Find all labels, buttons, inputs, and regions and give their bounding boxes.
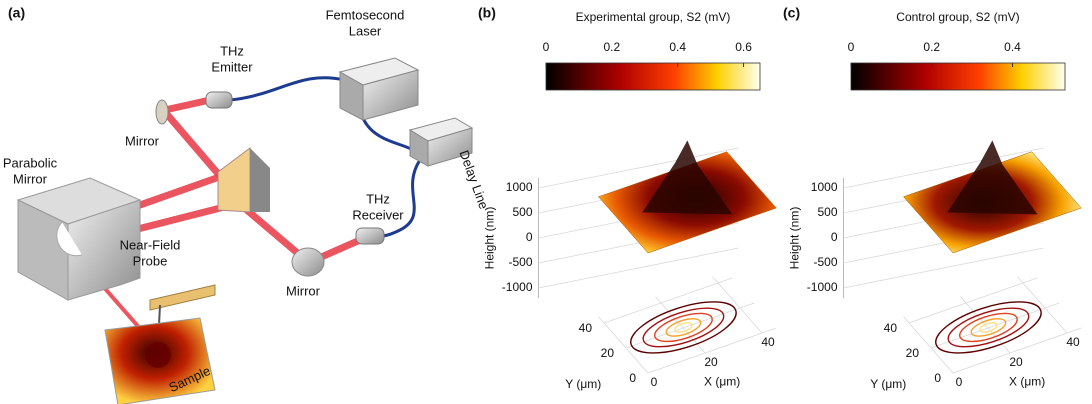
setup-diagram: (a) bbox=[3, 5, 492, 404]
panel-b: (b) Experimental group, S2 (mV) 0 0.2 0.4 0.6… bbox=[478, 5, 776, 391]
panel-label: (c) bbox=[783, 5, 800, 21]
x-tick-label: 0 bbox=[956, 375, 963, 389]
label: Laser bbox=[349, 23, 382, 38]
x-tick-label: 20 bbox=[1009, 355, 1023, 369]
colorbar-tick-label: 0.6 bbox=[735, 40, 752, 54]
figure: (a) bbox=[0, 0, 1092, 404]
label: Receiver bbox=[352, 207, 404, 222]
label: Probe bbox=[133, 253, 168, 268]
mirror bbox=[292, 248, 324, 276]
x-tick-label: 40 bbox=[761, 335, 775, 349]
grid-line bbox=[539, 248, 739, 288]
grid-line bbox=[604, 278, 732, 323]
label: Delay Line bbox=[456, 148, 491, 211]
y-tick-label: 40 bbox=[884, 321, 898, 335]
y-axis-label: Y (μm) bbox=[870, 377, 906, 391]
x-tick-label: 0 bbox=[651, 375, 658, 389]
fiber bbox=[230, 78, 345, 100]
beam-splitter bbox=[218, 148, 250, 212]
label: Mirror bbox=[125, 133, 160, 148]
colorbar-tick-label: 0 bbox=[543, 40, 550, 54]
label: THz bbox=[366, 191, 390, 206]
label: Near-Field bbox=[120, 237, 181, 252]
x-axis-label: X (μm) bbox=[704, 375, 740, 389]
x-tick-label: 20 bbox=[704, 355, 718, 369]
beam bbox=[165, 100, 210, 110]
beam-splitter bbox=[250, 148, 270, 212]
z-tick-label: -1000 bbox=[807, 280, 838, 294]
label: THz bbox=[220, 43, 244, 58]
z-tick-label: 500 bbox=[512, 205, 532, 219]
colorbar-tick-label: 0.2 bbox=[604, 40, 621, 54]
z-axis-label: Height (nm) bbox=[788, 207, 802, 270]
colorbar-tick-label: 0.2 bbox=[923, 40, 940, 54]
colorbar-title: Control group, S2 (mV) bbox=[896, 10, 1019, 24]
colorbar bbox=[851, 63, 1065, 90]
z-tick-label: 1000 bbox=[506, 180, 533, 194]
panel-c: (c) Control group, S2 (mV) 0 0.2 0.4 0 20 40 0 20… bbox=[783, 5, 1081, 391]
z-tick-label: 0 bbox=[526, 230, 533, 244]
panel-label: (a) bbox=[8, 5, 25, 21]
z-tick-label: 500 bbox=[817, 205, 837, 219]
z-axis-label: Height (nm) bbox=[483, 207, 497, 270]
colorbar-title: Experimental group, S2 (mV) bbox=[576, 10, 731, 24]
receiver bbox=[356, 228, 384, 244]
z-tick-label: 1000 bbox=[811, 180, 838, 194]
emitter bbox=[206, 92, 232, 108]
grid-line bbox=[909, 278, 1037, 323]
sample-spot bbox=[145, 342, 171, 368]
grid-line bbox=[599, 317, 649, 373]
z-tick-label: -500 bbox=[813, 255, 837, 269]
y-tick-label: 20 bbox=[601, 346, 615, 360]
y-tick-label: 20 bbox=[906, 346, 920, 360]
z-tick-label: -500 bbox=[508, 255, 532, 269]
colorbar bbox=[546, 63, 760, 90]
x-axis-label: X (μm) bbox=[1009, 375, 1045, 389]
panel-label: (b) bbox=[478, 5, 496, 21]
label: Mirror bbox=[13, 171, 48, 186]
z-tick-label: 0 bbox=[831, 230, 838, 244]
y-tick-label: 0 bbox=[629, 371, 636, 385]
grid-line bbox=[844, 248, 1044, 288]
colorbar-tick-label: 0 bbox=[848, 40, 855, 54]
mirror bbox=[156, 100, 168, 124]
label: Femtosecond bbox=[326, 7, 405, 22]
colorbar-tick-label: 0.4 bbox=[1004, 40, 1021, 54]
y-tick-label: 40 bbox=[579, 321, 593, 335]
y-axis-label: Y (μm) bbox=[565, 377, 601, 391]
label: Parabolic bbox=[3, 155, 58, 170]
z-tick-label: -1000 bbox=[502, 280, 533, 294]
label: Emitter bbox=[211, 59, 253, 74]
grid-line bbox=[904, 317, 954, 373]
colorbar-tick-label: 0.4 bbox=[669, 40, 686, 54]
label: Mirror bbox=[286, 283, 321, 298]
x-tick-label: 40 bbox=[1066, 335, 1080, 349]
y-tick-label: 0 bbox=[934, 371, 941, 385]
